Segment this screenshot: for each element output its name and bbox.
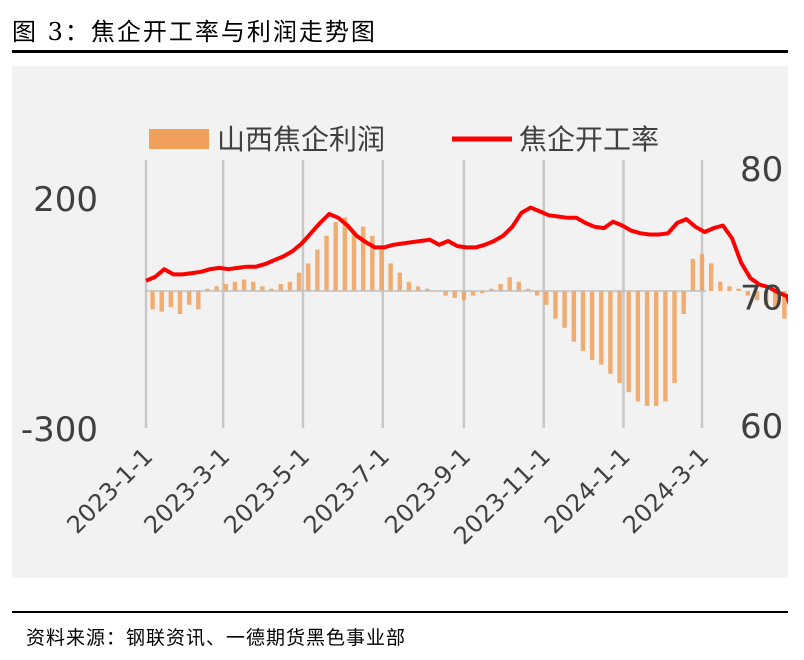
legend-bar-label: 山西焦企利润 bbox=[217, 123, 385, 156]
left-axis-ticks: -300 200 bbox=[21, 180, 98, 450]
chart: -300 200 60 70 80 2023-1-12023-3-12023-5… bbox=[21, 123, 788, 550]
figure-title: 图 3：焦企开工率与利润走势图 bbox=[12, 18, 377, 46]
bar bbox=[415, 286, 421, 291]
bar bbox=[214, 286, 219, 291]
bar bbox=[370, 235, 375, 291]
bar-series bbox=[150, 217, 787, 406]
bar bbox=[644, 291, 650, 406]
bar bbox=[168, 291, 174, 308]
x-tick-label: 2024-3-1 bbox=[617, 442, 714, 539]
bar bbox=[159, 291, 164, 312]
bar bbox=[525, 288, 531, 291]
bar bbox=[718, 281, 723, 291]
bar bbox=[452, 291, 457, 298]
bar bbox=[690, 258, 696, 291]
bar bbox=[251, 281, 256, 291]
source-note: 资料来源：钢联资讯、一德期货黑色事业部 bbox=[26, 627, 407, 649]
x-tick-label: 2024-1-1 bbox=[539, 442, 636, 539]
bar bbox=[617, 291, 622, 383]
bar bbox=[763, 291, 769, 305]
bar bbox=[480, 291, 485, 294]
bar bbox=[654, 291, 659, 406]
x-tick-label: 2023-7-1 bbox=[298, 442, 395, 539]
bar bbox=[461, 291, 467, 301]
x-tick-label: 2023-5-1 bbox=[218, 442, 315, 539]
legend: 山西焦企利润 焦企开工率 bbox=[149, 123, 659, 156]
bar bbox=[406, 281, 412, 291]
bar bbox=[672, 291, 677, 383]
x-axis-ticks: 2023-1-12023-3-12023-5-12023-7-12023-9-1… bbox=[61, 442, 714, 550]
bar bbox=[782, 291, 787, 319]
legend-bar-swatch bbox=[149, 129, 209, 149]
bar bbox=[241, 279, 247, 291]
bar bbox=[663, 291, 668, 402]
bar bbox=[681, 291, 686, 314]
bar bbox=[269, 288, 274, 291]
left-tick-label: -300 bbox=[21, 410, 98, 450]
source-divider bbox=[12, 611, 788, 613]
bar bbox=[306, 263, 311, 291]
right-tick-label: 60 bbox=[740, 407, 783, 447]
bar bbox=[186, 291, 192, 305]
bar bbox=[333, 222, 338, 291]
bar bbox=[223, 284, 229, 291]
bar bbox=[544, 291, 549, 305]
bar bbox=[205, 288, 210, 291]
bar bbox=[534, 291, 540, 296]
bar bbox=[342, 217, 348, 291]
bar bbox=[397, 272, 402, 291]
legend-line-label: 焦企开工率 bbox=[519, 123, 659, 156]
plot-background bbox=[12, 66, 788, 578]
bar bbox=[626, 291, 631, 393]
bar bbox=[260, 286, 265, 291]
bar bbox=[727, 286, 732, 291]
bar bbox=[287, 281, 293, 291]
bar bbox=[296, 272, 302, 291]
bar bbox=[736, 288, 741, 291]
bar bbox=[635, 291, 641, 402]
grid-lines bbox=[144, 160, 704, 428]
bar bbox=[745, 291, 750, 296]
bar bbox=[507, 277, 512, 291]
bar bbox=[388, 263, 393, 291]
bar bbox=[360, 226, 366, 291]
bar bbox=[196, 291, 201, 310]
bar bbox=[708, 263, 714, 291]
right-tick-label: 70 bbox=[740, 279, 783, 319]
bar bbox=[489, 288, 494, 291]
line-series bbox=[145, 205, 788, 306]
bar bbox=[150, 291, 155, 310]
bar bbox=[608, 291, 613, 374]
bar bbox=[315, 249, 320, 291]
bar bbox=[379, 249, 384, 291]
bar bbox=[562, 291, 567, 328]
right-tick-label: 80 bbox=[740, 150, 783, 190]
bar bbox=[589, 291, 595, 360]
bar bbox=[351, 231, 357, 291]
bar bbox=[177, 291, 183, 314]
x-tick-label: 2023-3-1 bbox=[139, 442, 236, 539]
bar bbox=[470, 291, 476, 296]
bar bbox=[278, 284, 283, 291]
bar bbox=[443, 291, 448, 296]
right-axis-ticks: 60 70 80 bbox=[740, 150, 783, 447]
bar bbox=[553, 291, 558, 319]
bar bbox=[754, 291, 760, 301]
bar bbox=[699, 254, 705, 291]
bar bbox=[773, 291, 778, 310]
bar bbox=[232, 281, 238, 291]
left-tick-label: 200 bbox=[33, 180, 98, 220]
bar bbox=[599, 291, 604, 365]
bar bbox=[425, 288, 430, 291]
bar bbox=[516, 281, 522, 291]
bar bbox=[498, 284, 503, 291]
bar bbox=[580, 291, 586, 351]
bar bbox=[571, 291, 576, 342]
bar bbox=[324, 235, 329, 291]
title-divider bbox=[12, 50, 788, 53]
